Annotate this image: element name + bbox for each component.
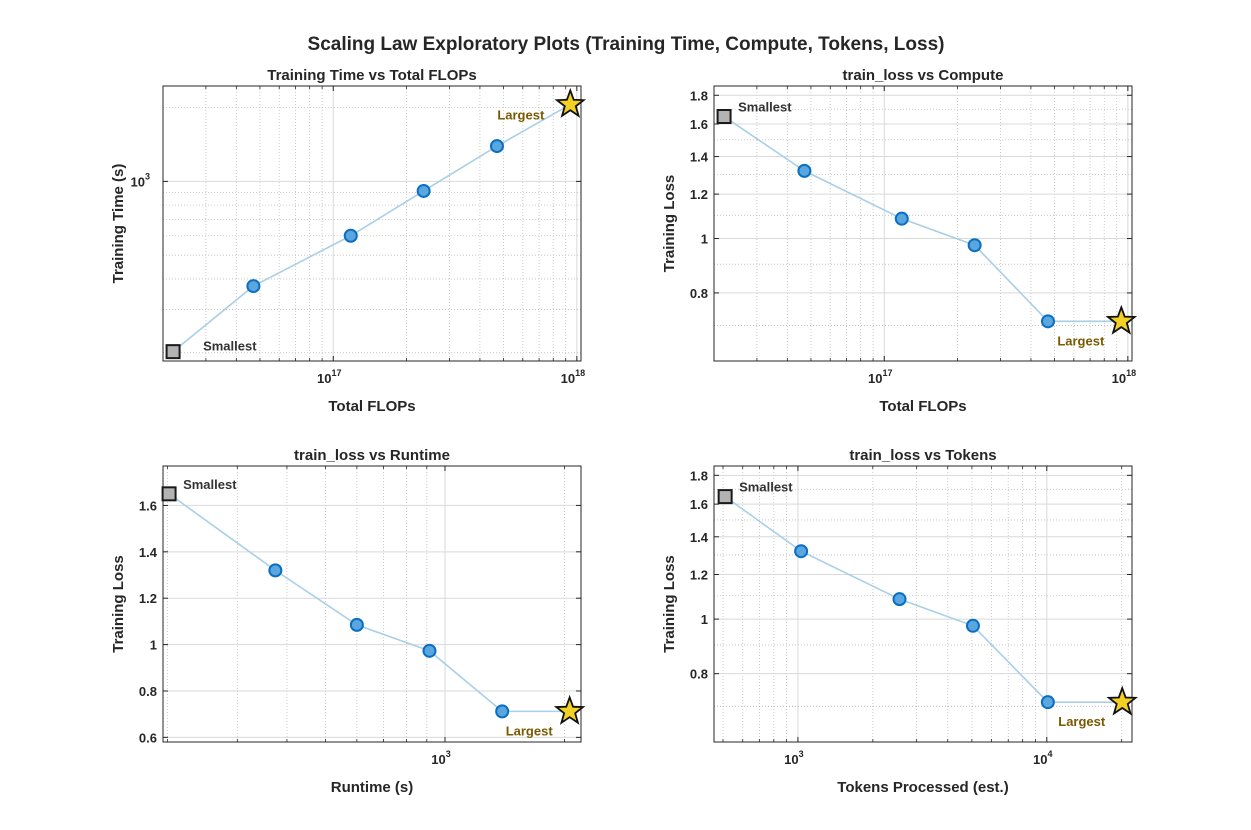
data-point — [495, 704, 510, 719]
data-point — [1040, 314, 1055, 329]
series-line — [723, 115, 1122, 323]
data-point — [422, 643, 437, 658]
subplot-title: train_loss vs Compute — [843, 67, 1004, 84]
x-tick-label: 1018 — [561, 368, 585, 386]
y-tick-label: 0.8 — [690, 286, 708, 301]
x-axis-label: Runtime (s) — [331, 779, 414, 796]
smallest-marker — [165, 344, 181, 360]
annotation-smallest: Smallest — [739, 480, 793, 495]
annotation-smallest: Smallest — [738, 100, 792, 115]
data-point — [343, 228, 358, 243]
x-tick-label: 1018 — [1112, 368, 1136, 386]
data-point — [246, 279, 261, 294]
series-line — [724, 495, 1123, 703]
y-tick-label: 1.2 — [139, 591, 157, 606]
data-point — [416, 183, 431, 198]
y-tick-label: 1.8 — [690, 88, 708, 103]
axes-box — [713, 465, 1133, 743]
x-axis-label: Total FLOPs — [328, 398, 415, 415]
subplot-title: train_loss vs Runtime — [294, 447, 450, 464]
y-axis-label: Training Loss — [110, 555, 127, 653]
x-axis-label: Tokens Processed (est.) — [837, 779, 1008, 796]
series-line — [172, 103, 571, 353]
y-tick-label: 1.2 — [690, 187, 708, 202]
y-tick-label: 0.8 — [139, 684, 157, 699]
y-tick-label: 1.6 — [139, 498, 157, 513]
grid — [162, 86, 581, 361]
subplot-3: 103 0.6 0.8 1 1.2 1.4 1.6 train_loss vs Runtime… — [110, 447, 586, 796]
y-tick-label: 1.6 — [690, 117, 708, 132]
y-tick-label: 1 — [150, 638, 157, 653]
data-point — [794, 544, 809, 559]
annotation-largest: Largest — [1058, 714, 1106, 729]
y-tick-label: 1 — [701, 232, 708, 247]
subplot-4: 103 104 0.8 1 1.2 1.4 1.6 1.8 train_loss vs Toke… — [661, 447, 1139, 796]
y-tick-label: 1.4 — [690, 150, 709, 165]
y-tick-label: 1.2 — [690, 567, 708, 582]
annotation-largest: Largest — [506, 723, 554, 738]
data-point — [894, 211, 909, 226]
largest-marker — [553, 694, 586, 725]
data-point — [797, 163, 812, 178]
x-tick-label: 103 — [784, 749, 803, 767]
annotation-largest: Largest — [497, 107, 545, 122]
plot-area — [163, 466, 581, 742]
x-tick-label: 104 — [1033, 749, 1052, 767]
x-tick-label: 1017 — [868, 368, 892, 386]
y-tick-label: 1.4 — [139, 545, 158, 560]
subplot-2: 1017 1018 0.8 1 1.2 1.4 1.6 1.8 train_loss vs Co… — [661, 67, 1138, 415]
subplot-title: Training Time vs Total FLOPs — [267, 67, 477, 84]
y-axis-label: Training Loss — [661, 175, 678, 273]
largest-marker — [554, 87, 587, 118]
grid — [163, 466, 581, 742]
plot-area — [714, 466, 1132, 742]
data-point — [489, 139, 504, 154]
smallest-marker — [161, 486, 177, 502]
figure-title: Scaling Law Exploratory Plots (Training … — [308, 34, 945, 55]
annotation-largest: Largest — [1057, 333, 1105, 348]
subplot-1: 1017 1018 103 Training Time vs Total FLOPs T… — [110, 67, 587, 415]
y-tick-label: 103 — [131, 171, 150, 189]
annotation-smallest: Smallest — [203, 339, 257, 354]
axes-box — [162, 465, 582, 743]
data-point — [967, 238, 982, 253]
grid — [713, 86, 1132, 361]
largest-marker — [1105, 304, 1138, 335]
y-tick-label: 1 — [701, 612, 708, 627]
plot-area — [714, 86, 1132, 361]
subplot-title: train_loss vs Tokens — [849, 447, 996, 464]
data-point — [1040, 695, 1055, 710]
x-axis-label: Total FLOPs — [879, 398, 966, 415]
largest-marker — [1106, 685, 1139, 716]
subplots: 1017 1018 103 Training Time vs Total FLOPs T… — [110, 67, 1139, 796]
smallest-marker — [716, 109, 732, 125]
x-tick-label: 103 — [431, 749, 450, 767]
y-axis-label: Training Loss — [661, 555, 678, 653]
y-tick-label: 1.8 — [690, 468, 708, 483]
y-tick-label: 1.4 — [690, 530, 709, 545]
y-tick-label: 1.6 — [690, 497, 708, 512]
y-axis-label: Training Time (s) — [110, 164, 127, 284]
data-point — [349, 617, 364, 632]
data-point — [965, 618, 980, 633]
y-tick-label: 0.8 — [690, 667, 708, 682]
grid — [714, 466, 1132, 742]
axes-box — [713, 85, 1133, 362]
axes-box — [162, 85, 582, 362]
series-line — [168, 493, 570, 713]
data-point — [892, 592, 907, 607]
data-point — [268, 563, 283, 578]
annotation-smallest: Smallest — [183, 477, 237, 492]
y-tick-label: 0.6 — [139, 730, 157, 745]
x-tick-label: 1017 — [317, 368, 341, 386]
smallest-marker — [717, 489, 733, 505]
